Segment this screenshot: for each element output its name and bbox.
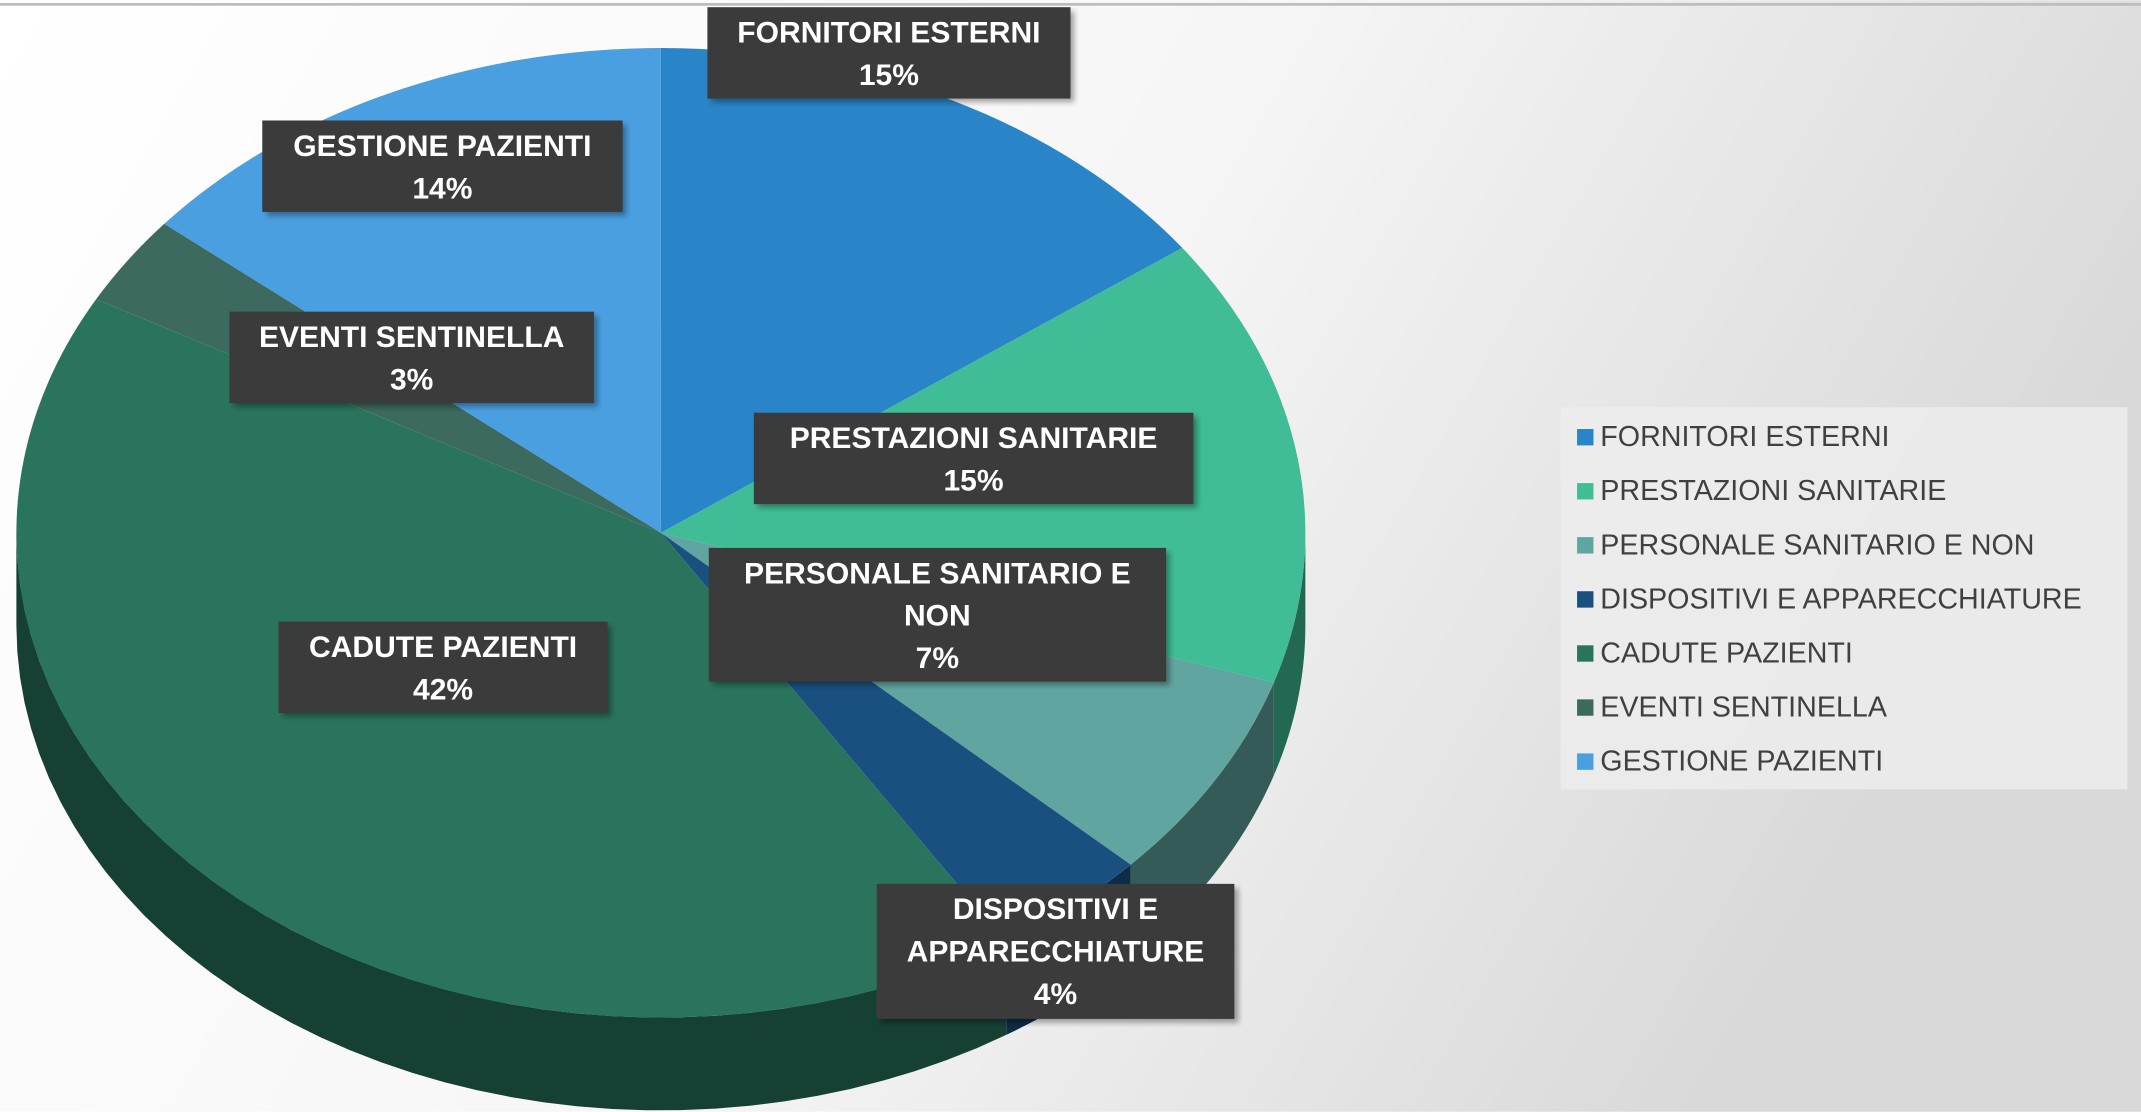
data-label-box: CADUTE PAZIENTI 42% xyxy=(278,621,608,714)
legend-label: FORNITORI ESTERNI xyxy=(1600,421,1889,453)
legend-swatch xyxy=(1577,699,1594,716)
data-label-category: EVENTI SENTINELLA xyxy=(258,319,565,354)
legend-swatch xyxy=(1577,591,1594,608)
data-label-box: DISPOSITIVI E APPARECCHIATURE 4% xyxy=(876,883,1235,1019)
data-label-box: FORNITORI ESTERNI 15% xyxy=(707,7,1071,99)
legend-label: CADUTE PAZIENTI xyxy=(1600,637,1853,669)
slice-side xyxy=(1273,532,1306,776)
legend-swatch xyxy=(1577,645,1594,662)
data-label: CADUTE PAZIENTI 42% xyxy=(278,621,608,714)
data-label-category: PERSONALE SANITARIO E NON xyxy=(744,555,1131,632)
legend-swatch xyxy=(1577,537,1594,554)
data-label-category: FORNITORI ESTERNI xyxy=(737,14,1041,49)
data-label: EVENTI SENTINELLA 3% xyxy=(229,311,594,404)
data-label: DISPOSITIVI E APPARECCHIATURE 4% xyxy=(876,883,1235,1019)
data-label: FORNITORI ESTERNI 15% xyxy=(707,7,1071,99)
legend-label: GESTIONE PAZIENTI xyxy=(1600,746,1883,778)
data-label-box: PERSONALE SANITARIO E NON 7% xyxy=(708,547,1167,682)
legend-box xyxy=(1560,407,2128,790)
data-label: PRESTAZIONI SANITARIE 15% xyxy=(753,412,1194,505)
legend-swatch xyxy=(1577,483,1594,500)
data-label-category: GESTIONE PAZIENTI xyxy=(293,127,592,163)
data-label-value: 14% xyxy=(412,170,473,205)
legend-label: EVENTI SENTINELLA xyxy=(1600,692,1888,724)
data-label-value: 15% xyxy=(858,56,919,92)
data-label-category: PRESTAZIONI SANITARIE xyxy=(789,420,1158,455)
data-label-value: 7% xyxy=(915,639,960,675)
data-label-box: EVENTI SENTINELLA 3% xyxy=(229,311,594,404)
data-label-value: 4% xyxy=(1033,976,1078,1011)
slice xyxy=(660,48,1183,533)
legend-swatch xyxy=(1577,429,1594,446)
legend-label: PERSONALE SANITARIO E NON xyxy=(1600,529,2034,561)
data-label-value: 42% xyxy=(413,671,474,706)
legend-swatch xyxy=(1577,753,1594,770)
legend-label: PRESTAZIONI SANITARIE xyxy=(1600,475,1946,507)
legend-label: DISPOSITIVI E APPARECCHIATURE xyxy=(1600,583,2081,615)
data-label: GESTIONE PAZIENTI 14% xyxy=(262,120,623,212)
data-label-category: CADUTE PAZIENTI xyxy=(309,629,578,664)
data-label-box: GESTIONE PAZIENTI 14% xyxy=(262,120,623,212)
data-label-value: 3% xyxy=(389,361,434,396)
data-label-value: 15% xyxy=(943,462,1004,497)
data-label-box: PRESTAZIONI SANITARIE 15% xyxy=(753,412,1194,505)
slice-side xyxy=(16,532,1007,1111)
data-label-category: DISPOSITIVI E APPARECCHIATURE xyxy=(906,891,1205,969)
data-label: PERSONALE SANITARIO E NON 7% xyxy=(708,547,1167,682)
